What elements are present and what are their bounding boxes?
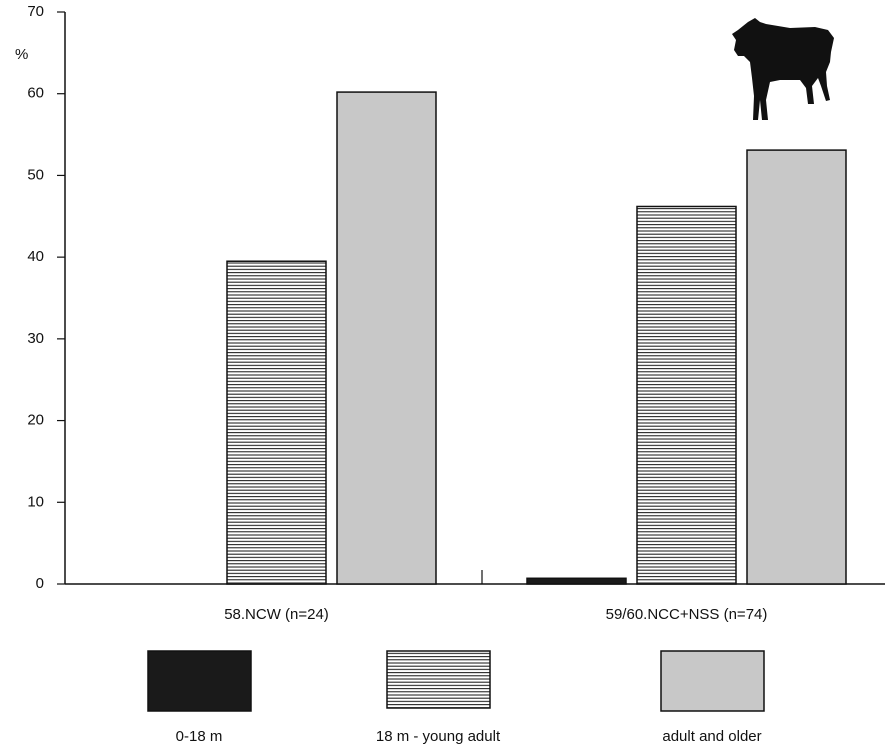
bar: [746, 149, 847, 585]
y-tick-label: 40: [27, 248, 44, 265]
y-tick-label: 60: [27, 85, 44, 102]
y-tick-label: 50: [27, 166, 44, 183]
cow-icon: [732, 18, 834, 120]
bar: [336, 91, 437, 585]
bar: [226, 260, 327, 585]
legend-swatch: [386, 650, 491, 709]
bar: [526, 577, 627, 585]
x-tick-label: 58.NCW (n=24): [224, 606, 329, 623]
y-tick-label: 20: [27, 412, 44, 429]
y-axis-label: %: [15, 46, 28, 63]
y-tick-label: 70: [27, 3, 44, 20]
legend-label: 0-18 m: [176, 728, 223, 745]
legend-swatch: [660, 650, 765, 712]
legend-label: 18 m - young adult: [376, 728, 501, 745]
bar: [636, 205, 737, 585]
y-tick-label: 30: [27, 330, 44, 347]
y-tick-label: 0: [36, 575, 44, 592]
legend-swatch: [147, 650, 252, 712]
y-tick-label: 10: [27, 493, 44, 510]
x-tick-label: 59/60.NCC+NSS (n=74): [606, 606, 768, 623]
legend-label: adult and older: [662, 728, 761, 745]
